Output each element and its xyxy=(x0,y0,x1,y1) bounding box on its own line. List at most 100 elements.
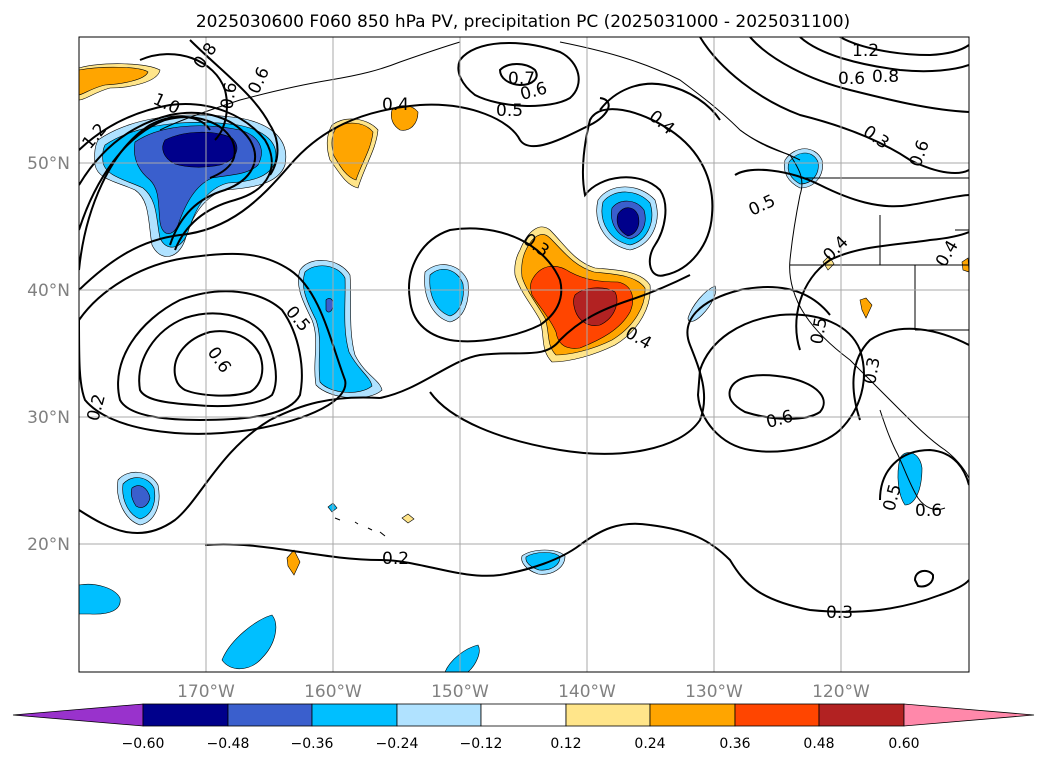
contour-sw-1 xyxy=(79,396,381,535)
coast-bc xyxy=(739,129,803,196)
map-title: 2025030600 F060 850 hPa PV, precipitatio… xyxy=(196,12,850,32)
colorbar-tick: 0.36 xyxy=(719,736,750,752)
contour-w-2 xyxy=(117,290,303,422)
contour-c-2 xyxy=(408,227,563,343)
lon-label: 160°W xyxy=(304,682,362,702)
contour-label: 0.6 xyxy=(838,69,865,89)
colorbar-tick: −0.48 xyxy=(207,736,250,752)
lon-label: 130°W xyxy=(685,682,743,702)
colorbar-tick: −0.36 xyxy=(291,736,334,752)
contour-e-2 xyxy=(852,327,969,421)
contour-top-low xyxy=(457,42,580,107)
contour-ne-4 xyxy=(699,37,969,174)
shade-pos-160w-in xyxy=(331,122,374,181)
map-panel: 0.8 0.6 0.6 1.0 1.2 0.4 0.7 0.6 0.5 0.4 … xyxy=(78,36,970,673)
colorbar-bin xyxy=(649,703,736,727)
contour-n-1 xyxy=(599,82,721,121)
lon-label: 140°W xyxy=(558,682,616,702)
contour-ne-3 xyxy=(839,37,969,57)
graticule xyxy=(79,37,969,672)
colorbar-bin xyxy=(480,703,567,727)
hawaii xyxy=(334,517,386,537)
shade-sw-small-core xyxy=(130,485,151,508)
shade-bl xyxy=(221,614,277,670)
contour-label: 0.8 xyxy=(872,67,899,87)
lat-label: 40°N xyxy=(27,281,70,301)
contour-nw-1 xyxy=(79,103,273,251)
map-frame xyxy=(78,36,970,673)
contour-sw-2 xyxy=(204,522,969,613)
colorbar-tick: −0.12 xyxy=(460,736,503,752)
contour-label: 0.4 xyxy=(382,95,409,115)
contour-label: 0.3 xyxy=(826,603,853,623)
contour-label: 0.3 xyxy=(860,356,884,386)
contour-e-3 xyxy=(728,374,825,420)
lat-label: 20°N xyxy=(27,535,70,555)
shade-ne-dark xyxy=(616,207,640,237)
contour-label: 0.5 xyxy=(496,101,523,121)
border-states xyxy=(790,215,969,331)
contour-label: 0.6 xyxy=(915,501,942,521)
contour-se-2 xyxy=(913,569,935,588)
lon-label: 170°W xyxy=(177,682,235,702)
contour-nw-7 xyxy=(79,97,610,291)
contour-top-low-2 xyxy=(498,63,538,87)
contour-label: 0.6 xyxy=(217,81,241,111)
shade-150w-cyan xyxy=(429,269,464,317)
coast-baja xyxy=(879,409,946,511)
contour-ne-5 xyxy=(734,168,969,208)
contour-nw-5 xyxy=(139,53,228,141)
lat-label: 30°N xyxy=(27,408,70,428)
lat-label: 50°N xyxy=(27,154,70,174)
colorbar-bin xyxy=(818,703,905,727)
colorbar xyxy=(12,703,1035,727)
contour-label: 0.2 xyxy=(382,549,409,569)
colorbar-tick: −0.60 xyxy=(122,736,165,752)
shade-pos-dot4 xyxy=(859,297,873,319)
colorbar-bin xyxy=(311,703,398,727)
contour-w-3 xyxy=(138,312,277,408)
contour-w-4 xyxy=(173,330,264,397)
colorbar-extend-high xyxy=(903,703,1035,727)
contour-c-1 xyxy=(379,274,691,399)
colorbar-bin xyxy=(227,703,313,727)
contour-e-1 xyxy=(795,231,969,351)
shade-pos-main-dark xyxy=(573,287,618,326)
contour-nw-4 xyxy=(79,115,211,271)
shade-nw-dark xyxy=(162,131,238,168)
colorbar-tick: 0.60 xyxy=(888,736,919,752)
contour-nw-2 xyxy=(79,111,256,246)
colorbar-ticks: −0.60 −0.48 −0.36 −0.24 −0.12 0.12 0.24 … xyxy=(122,736,920,752)
shade-cw-cyan xyxy=(303,265,373,393)
lon-label: 150°W xyxy=(431,682,489,702)
coast-alaska xyxy=(159,41,461,131)
shade-bc xyxy=(444,644,480,672)
coast-gulf xyxy=(559,41,801,161)
contour-c-4 xyxy=(581,108,714,277)
colorbar-bin xyxy=(396,703,482,727)
contour-label: 0.5 xyxy=(807,316,831,346)
lon-label: 120°W xyxy=(812,682,870,702)
lat-tick-labels: 50°N 40°N 30°N 20°N xyxy=(27,154,70,555)
colorbar-tick: 0.24 xyxy=(634,736,665,752)
colorbar-bin xyxy=(565,703,651,727)
contour-se-1 xyxy=(879,448,969,501)
lon-tick-labels: 170°W 160°W 150°W 140°W 130°W 120°W xyxy=(177,682,870,702)
contour-c-3 xyxy=(429,286,831,455)
colorbar-bin xyxy=(734,703,820,727)
pv-contours xyxy=(79,37,969,613)
contour-ne-1 xyxy=(749,37,969,113)
shade-pos-dot3 xyxy=(822,255,835,271)
shade-left-edge xyxy=(79,583,121,615)
colorbar-tick: 0.48 xyxy=(803,736,834,752)
shade-pos-tl-in xyxy=(79,66,149,96)
shade-south-cyan xyxy=(525,552,561,571)
colorbar-tick: 0.12 xyxy=(550,736,581,752)
contour-ne-2 xyxy=(799,37,969,73)
coast-west xyxy=(789,194,969,479)
shade-pos-dot2 xyxy=(401,513,415,524)
contour-label: 0.7 xyxy=(508,69,535,89)
coastlines xyxy=(159,41,969,537)
contour-label: 1.2 xyxy=(852,41,879,61)
